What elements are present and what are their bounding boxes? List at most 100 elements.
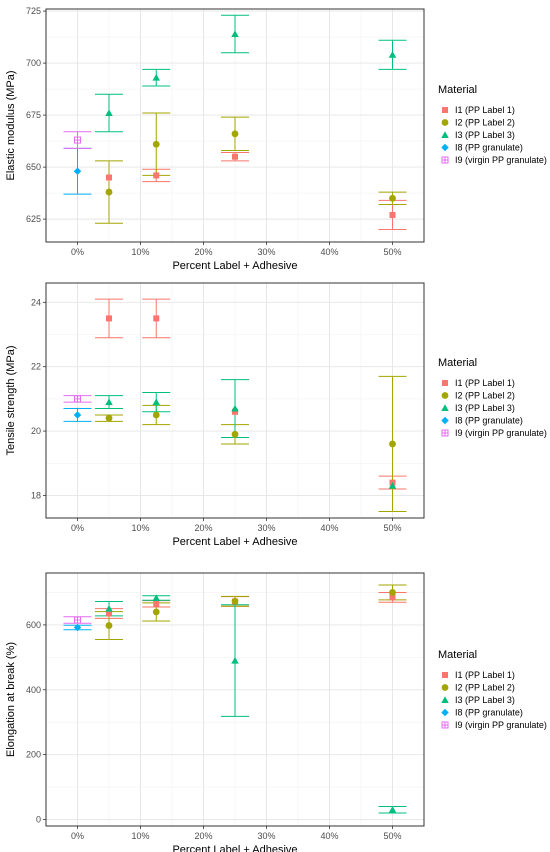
legend-title: Material [438,649,477,661]
point-I2 [231,430,239,438]
plot-border [45,282,425,519]
legend-key-I2 [441,119,449,126]
point-I8 [73,411,82,419]
y-tick-label: 600 [26,620,41,630]
y-tick-label: 20 [31,426,41,436]
legend-label-I8: I8 (PP granulate) [455,708,523,718]
legend-label-I2: I2 (PP Label 2) [455,118,515,128]
x-tick-label: 0% [71,831,84,841]
x-tick-label: 0% [71,523,84,533]
point-I3 [105,604,113,612]
legend-key-I8 [441,708,449,717]
point-I3 [105,398,113,406]
x-tick-label: 20% [194,523,212,533]
point-I3 [388,806,397,813]
y-tick-label: 675 [26,110,41,120]
legend-key-I3 [441,696,449,703]
point-I2 [152,140,160,148]
chart-panel-1: 625 650 675 700 725 0% 10% 20% 30% 40% 50% Percent … [5,6,547,272]
point-I3 [231,656,239,664]
legend-label-I9: I9 (virgin PP granulate) [455,428,547,438]
legend-label-I9: I9 (virgin PP granulate) [455,155,547,165]
y-tick-label: 625 [26,214,41,224]
legend-key-I9 [441,156,449,164]
legend-key-I1 [442,380,448,386]
legend-key-I2 [441,392,449,399]
y-tick-label: 0 [36,815,41,825]
legend-key-I3 [441,404,449,411]
legend-label-I8: I8 (PP granulate) [455,143,523,153]
point-I1 [153,600,160,607]
point-I2 [231,130,239,138]
point-I8 [73,167,82,176]
x-tick-label: 30% [257,523,275,533]
x-axis-title: Percent Label + Adhesive [172,536,297,548]
y-axis-title: Elongation at break (%) [5,642,17,757]
point-I2 [389,194,396,202]
legend-label-I1: I1 (PP Label 1) [455,105,515,115]
point-I1 [153,172,160,179]
point-I1 [106,315,112,322]
point-I1 [232,408,238,415]
point-I3 [231,404,239,412]
chart-panel-2: 18 20 22 24 0% 10% 20% 30% 40% 50% Percent Label +… [5,282,547,548]
x-tick-label: 10% [131,247,149,257]
x-tick-label: 0% [71,247,84,257]
point-I1 [106,610,112,617]
y-tick-label: 700 [26,58,41,68]
legend-label-I9: I9 (virgin PP granulate) [455,720,547,730]
legend-title: Material [438,84,477,96]
x-tick-label: 40% [320,247,338,257]
point-I3 [105,109,113,117]
point-I8 [73,623,82,632]
x-axis-title: Percent Label + Adhesive [172,844,297,852]
legend-label-I3: I3 (PP Label 3) [455,130,515,140]
point-I9 [74,136,81,144]
point-I3 [152,73,160,81]
point-I2 [152,411,160,419]
point-I3 [152,398,160,406]
point-I2 [389,589,396,596]
x-tick-label: 50% [383,831,401,841]
chart-panel-3: 0 200 400 600 0% 10% 20% 30% 40% 50% Percent Label… [5,572,547,852]
x-tick-label: 20% [194,831,212,841]
point-I3 [152,594,160,601]
point-I1 [106,174,112,181]
legend: Material I1 (PP Label 1) I2 (PP Label 2) I3… [438,84,547,165]
y-tick-label: 725 [26,6,41,16]
x-tick-label: 30% [257,247,275,257]
legend: Material I1 (PP Label 1) I2 (PP Label 2) I3… [438,649,547,730]
x-tick-label: 50% [383,247,401,257]
x-tick-label: 10% [131,523,149,533]
legend-title: Material [438,357,477,369]
legend: Material I1 (PP Label 1) I2 (PP Label 2) I3… [438,357,547,438]
point-I3 [231,30,239,37]
y-tick-label: 22 [31,362,41,372]
point-I9 [74,616,81,624]
legend-key-I8 [441,416,449,425]
legend-key-I9 [441,721,449,729]
y-tick-label: 200 [26,750,41,760]
point-I2 [105,188,113,196]
point-I2 [389,440,396,448]
legend-label-I2: I2 (PP Label 2) [455,391,515,401]
point-I9 [74,395,81,403]
point-I1 [389,211,396,218]
point-I2 [105,622,113,629]
legend-label-I8: I8 (PP granulate) [455,416,523,426]
legend-key-I1 [442,672,448,678]
legend-key-I3 [441,131,449,138]
x-tick-label: 30% [257,831,275,841]
x-tick-label: 20% [194,247,212,257]
point-I1 [153,315,160,322]
point-I1 [232,153,238,160]
y-tick-label: 400 [26,685,41,695]
plot-border [45,572,425,827]
legend-key-I9 [441,429,449,437]
legend-label-I3: I3 (PP Label 3) [455,403,515,413]
plot-border [45,8,425,243]
legend-label-I1: I1 (PP Label 1) [455,378,515,388]
x-tick-label: 50% [383,523,401,533]
x-tick-label: 10% [131,831,149,841]
